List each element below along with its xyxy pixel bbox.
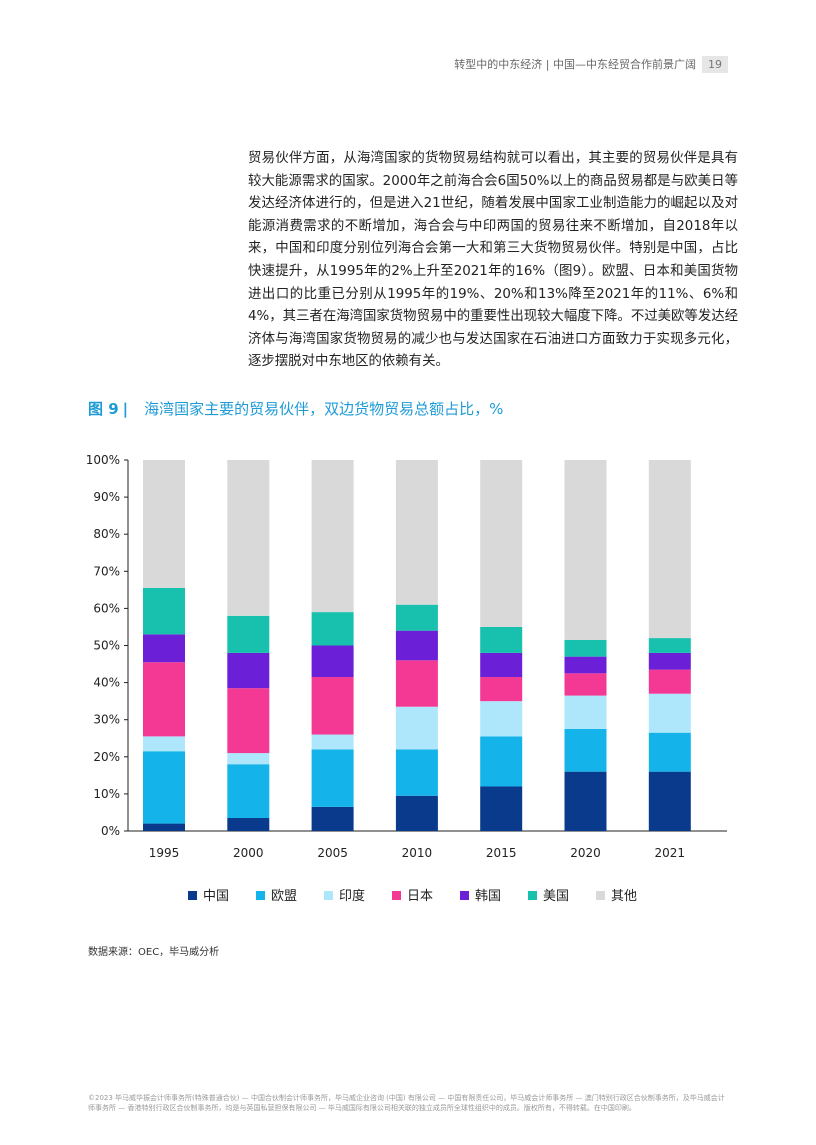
bar-segment (648, 732, 691, 772)
legend-label: 中国 (203, 889, 229, 904)
legend-label: 美国 (543, 889, 569, 904)
bar-segment (311, 612, 354, 646)
y-tick-label: 90% (93, 490, 120, 504)
x-tick-label: 2005 (317, 846, 348, 860)
y-tick-label: 10% (93, 787, 120, 801)
x-tick-label: 2010 (402, 846, 433, 860)
bar-segment (311, 677, 354, 735)
x-tick-label: 1995 (149, 846, 180, 860)
bar-segment (311, 806, 354, 831)
body-paragraph: 贸易伙伴方面，从海湾国家的货物贸易结构就可以看出，其主要的贸易伙伴是具有较大能源… (248, 151, 738, 370)
bar-segment (143, 736, 185, 752)
bar-segment (395, 660, 438, 707)
legend-swatch (528, 891, 537, 900)
legend-label: 日本 (407, 889, 433, 904)
page-header: 转型中的中东经济 | 中国—中东经贸合作前景广阔 19 (454, 54, 728, 74)
x-tick-label: 2021 (655, 846, 686, 860)
y-tick-label: 70% (93, 564, 120, 578)
figure-title: 图 9 | 海湾国家主要的贸易伙伴，双边货物贸易总额占比，% (88, 398, 503, 419)
bar-segment (395, 630, 438, 661)
y-tick-label: 0% (101, 824, 120, 838)
bar-segment (395, 604, 438, 631)
bar-segment (227, 818, 270, 831)
bar-segment (480, 786, 523, 831)
bar-segment (227, 652, 270, 689)
legend-swatch (460, 891, 469, 900)
y-tick-label: 60% (93, 601, 120, 615)
legend-label: 韩国 (475, 889, 501, 904)
bar-segment (648, 693, 691, 733)
bar-segment (227, 753, 270, 765)
page-number: 19 (702, 55, 728, 73)
bar-segment (648, 669, 691, 694)
bar-segment (564, 639, 607, 657)
bar-segment (143, 751, 185, 824)
stacked-bar-chart: 0% 10% 20% 30% 40% 50% 60% 70% 80% 90% 100% 1995 200… (86, 453, 727, 904)
bar-segment (480, 736, 523, 787)
copyright-footer: ©2023 毕马威华振会计师事务所(特殊普通合伙) — 中国合伙制会计师事务所，… (88, 1094, 725, 1112)
bar-segment (648, 638, 691, 653)
bar-segment (227, 615, 270, 653)
bar-segment (143, 662, 185, 737)
y-tick-label: 30% (93, 713, 120, 727)
y-tick-label: 100% (86, 453, 120, 467)
bar-segment (395, 749, 438, 796)
figure-separator: | (122, 399, 129, 418)
bar-segment (564, 673, 607, 696)
y-tick-label: 40% (93, 676, 120, 690)
bar-segment (395, 795, 438, 831)
bar-segment (311, 460, 354, 613)
bar-segment (564, 771, 607, 831)
bar-segment (143, 460, 185, 588)
bar-segment (143, 823, 185, 831)
bar-segment (227, 460, 270, 616)
x-tick-label: 2020 (570, 846, 601, 860)
x-tick-label: 2015 (486, 846, 517, 860)
bar-segment (648, 652, 691, 670)
bar-segment (564, 656, 607, 674)
bar-segment (648, 460, 691, 639)
bar-segment (480, 460, 523, 627)
legend-label: 印度 (339, 888, 365, 904)
bar-segment (143, 634, 185, 663)
bar-segment (227, 688, 270, 754)
bar-segment (311, 645, 354, 678)
y-tick-label: 20% (93, 750, 120, 764)
bar-segment (564, 728, 607, 772)
bar-segment (395, 460, 438, 605)
bar-segment (480, 677, 523, 702)
data-source: 数据来源：OEC，毕马威分析 (88, 947, 220, 958)
bar-segment (648, 771, 691, 831)
bar-segment (311, 734, 354, 750)
bar-segment (395, 706, 438, 750)
x-tick-label: 2000 (233, 846, 264, 860)
y-tick-label: 50% (93, 639, 120, 653)
y-tick-label: 80% (93, 527, 120, 541)
legend-swatch (256, 891, 265, 900)
bar-segment (227, 764, 270, 819)
bar-segment (480, 652, 523, 678)
bar-segment (564, 460, 607, 640)
legend-swatch (596, 891, 605, 900)
legend-swatch (392, 891, 401, 900)
bar-segment (480, 626, 523, 653)
figure-caption: 海湾国家主要的贸易伙伴，双边货物贸易总额占比，% (144, 400, 504, 418)
bar-segment (143, 587, 185, 635)
legend-label: 欧盟 (271, 889, 297, 904)
bar-segment (564, 695, 607, 729)
bar-segment (480, 701, 523, 737)
figure-label: 图 9 (88, 400, 119, 418)
legend-swatch (324, 891, 333, 900)
bar-segment (311, 749, 354, 807)
legend-label: 其他 (611, 889, 637, 904)
legend-swatch (188, 891, 197, 900)
header-title: 转型中的中东经济 | 中国—中东经贸合作前景广阔 (454, 58, 696, 71)
